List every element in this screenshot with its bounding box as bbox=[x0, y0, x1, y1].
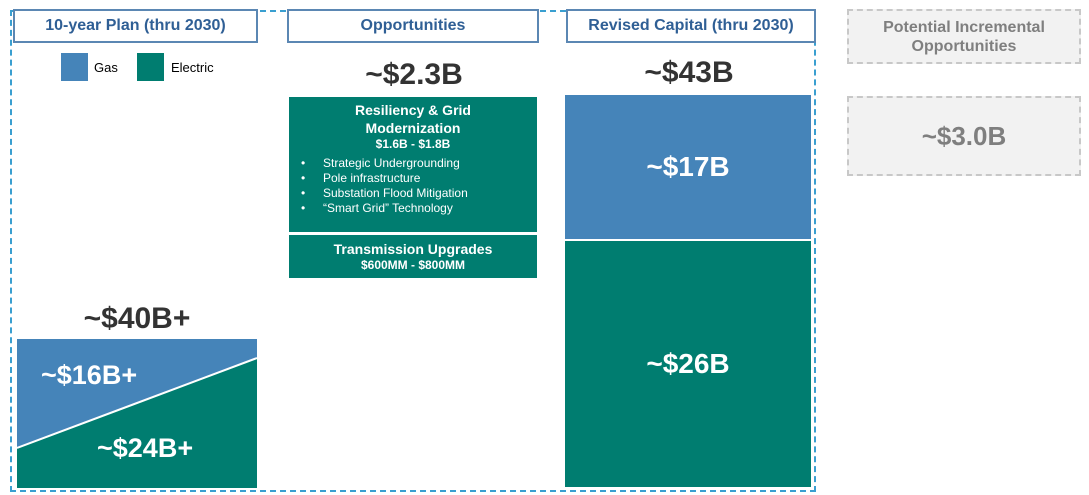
list-item: • Substation Flood Mitigation bbox=[301, 186, 468, 200]
list-item: • Pole infrastructure bbox=[301, 171, 421, 185]
revised-header-label: Revised Capital (thru 2030) bbox=[588, 17, 794, 34]
plan-divider-line bbox=[17, 357, 257, 449]
bullet-icon: • bbox=[301, 156, 306, 170]
plan-header: 10-year Plan (thru 2030) bbox=[13, 9, 258, 43]
potential-header: Potential Incremental Opportunities bbox=[847, 9, 1081, 64]
resiliency-range: $1.6B - $1.8B bbox=[375, 137, 451, 151]
resiliency-box: Resiliency & Grid Modernization $1.6B - … bbox=[289, 97, 537, 232]
plan-total: ~$40B+ bbox=[83, 302, 191, 335]
resiliency-title-line2: Modernization bbox=[365, 120, 461, 136]
revised-gas-block: ~$17B bbox=[565, 95, 811, 239]
revised-header: Revised Capital (thru 2030) bbox=[566, 9, 816, 43]
plan-electric-value: ~$24B+ bbox=[97, 432, 194, 463]
potential-header-line1: Potential Incremental bbox=[883, 18, 1045, 36]
opportunities-total: ~$2.3B bbox=[365, 58, 463, 91]
legend-electric-swatch bbox=[137, 53, 164, 81]
legend-gas-swatch bbox=[61, 53, 88, 81]
bullet-icon: • bbox=[301, 171, 306, 185]
potential-header-line2: Opportunities bbox=[911, 37, 1017, 55]
resiliency-list: • Strategic Undergrounding • Pole infrastr… bbox=[289, 156, 537, 216]
legend: Gas Electric bbox=[61, 53, 231, 83]
resiliency-title-line1: Resiliency & Grid bbox=[355, 102, 471, 118]
bullet-icon: • bbox=[301, 201, 306, 215]
revised-total: ~$43B bbox=[644, 56, 734, 89]
transmission-range: $600MM - $800MM bbox=[360, 258, 466, 272]
revised-gas-value: ~$17B bbox=[646, 151, 730, 182]
opportunities-header: Opportunities bbox=[287, 9, 539, 43]
transmission-title: Transmission Upgrades bbox=[333, 241, 493, 257]
plan-gas-value: ~$16B+ bbox=[41, 359, 138, 390]
potential-value: ~$3.0B bbox=[921, 120, 1007, 151]
bullet-icon: • bbox=[301, 186, 306, 200]
revised-electric-block: ~$26B bbox=[565, 241, 811, 487]
revised-electric-value: ~$26B bbox=[646, 348, 730, 379]
opportunities-header-label: Opportunities bbox=[360, 17, 466, 34]
plan-split-graphic bbox=[17, 339, 257, 488]
potential-value-box: ~$3.0B bbox=[847, 96, 1081, 176]
transmission-box: Transmission Upgrades $600MM - $800MM bbox=[289, 235, 537, 278]
plan-split-block: ~$16B+ ~$24B+ bbox=[17, 339, 257, 488]
legend-electric-label: Electric bbox=[171, 59, 214, 75]
list-item: • “Smart Grid” Technology bbox=[301, 201, 453, 215]
plan-gas-area bbox=[17, 339, 257, 448]
plan-header-label: 10-year Plan (thru 2030) bbox=[45, 17, 226, 34]
plan-electric-area bbox=[17, 358, 257, 488]
list-item: • Strategic Undergrounding bbox=[301, 156, 460, 170]
legend-gas-label: Gas bbox=[94, 59, 118, 75]
